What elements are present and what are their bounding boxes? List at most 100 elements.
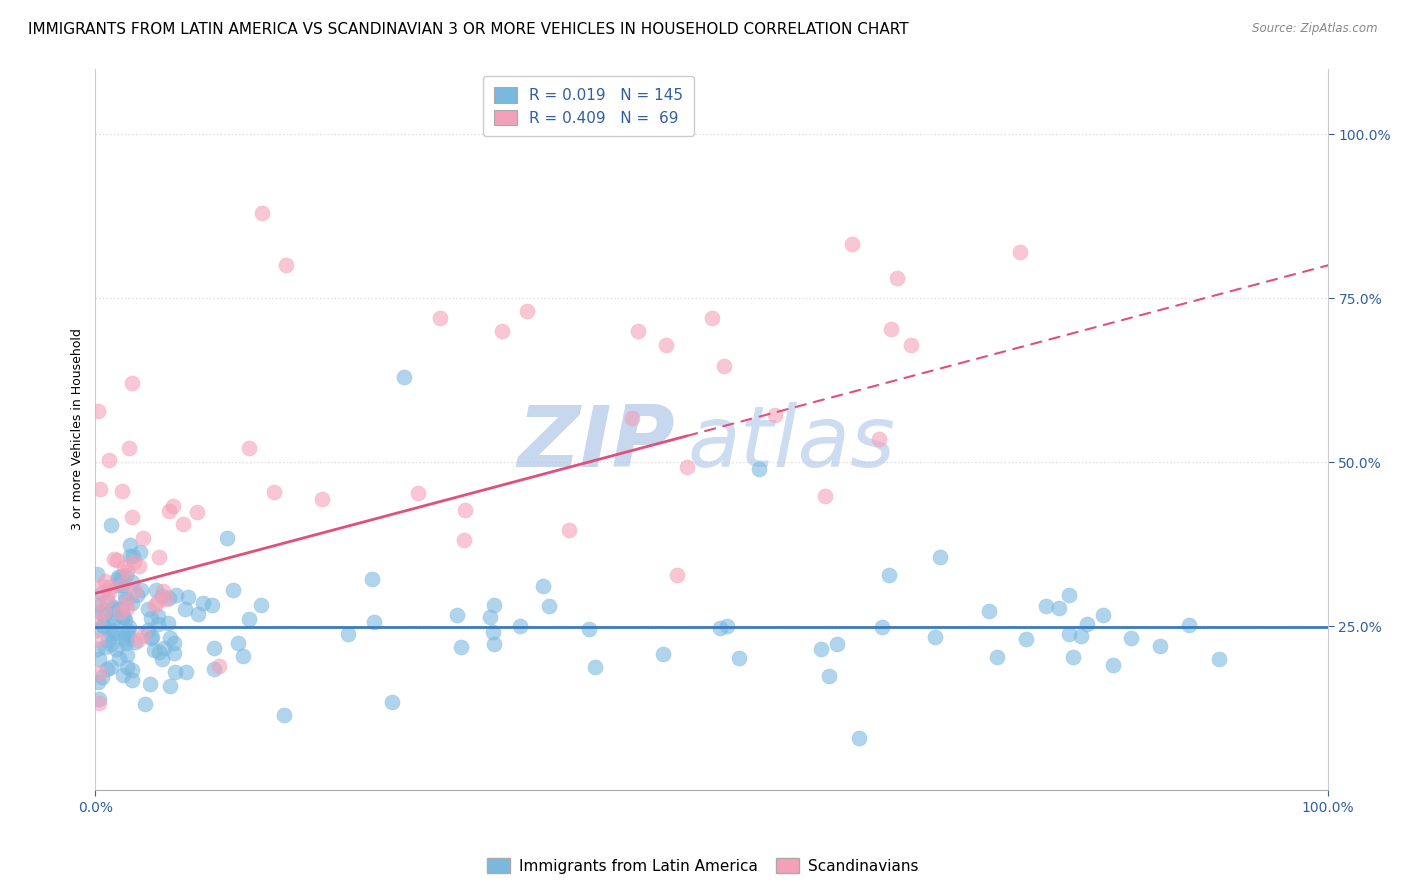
Point <box>621 411 644 425</box>
Point <box>121 510 143 524</box>
Point <box>868 432 890 446</box>
Point <box>877 567 900 582</box>
Point <box>145 583 167 598</box>
Point <box>89 482 111 496</box>
Point <box>87 652 110 666</box>
Text: atlas: atlas <box>688 402 896 485</box>
Point <box>122 555 145 569</box>
Point <box>924 630 946 644</box>
Point <box>152 641 174 656</box>
Point <box>238 442 260 456</box>
Point <box>110 578 132 592</box>
Point <box>163 646 186 660</box>
Point <box>107 572 129 586</box>
Point <box>558 523 581 537</box>
Point <box>1119 631 1142 645</box>
Point <box>132 628 155 642</box>
Point <box>392 369 415 384</box>
Point <box>87 595 110 609</box>
Point <box>122 549 145 563</box>
Point <box>121 663 143 677</box>
Point <box>87 599 110 613</box>
Point <box>273 707 295 722</box>
Point <box>143 643 166 657</box>
Point <box>157 504 180 518</box>
Point <box>249 599 271 613</box>
Point <box>716 618 738 632</box>
Point <box>115 564 138 578</box>
Point <box>114 613 136 627</box>
Point <box>174 665 197 679</box>
Point <box>91 617 114 632</box>
Point <box>187 607 209 621</box>
Point <box>100 637 122 651</box>
Point <box>174 602 197 616</box>
Point <box>337 627 360 641</box>
Point <box>100 660 122 674</box>
Point <box>86 624 108 638</box>
Point <box>96 593 118 607</box>
Point <box>117 624 139 638</box>
Point <box>177 590 200 604</box>
Point <box>163 665 186 680</box>
Point <box>96 662 118 676</box>
Point <box>880 322 903 336</box>
Point <box>104 626 127 640</box>
Point <box>1091 607 1114 622</box>
Point <box>121 376 143 391</box>
Point <box>148 594 170 608</box>
Point <box>583 659 606 673</box>
Point <box>454 502 477 516</box>
Point <box>429 310 451 325</box>
Point <box>91 579 114 593</box>
Point <box>87 696 110 710</box>
Point <box>97 453 120 467</box>
Point <box>97 633 120 648</box>
Point <box>484 637 506 651</box>
Point <box>652 647 675 661</box>
Y-axis label: 3 or more Vehicles in Household: 3 or more Vehicles in Household <box>72 328 84 530</box>
Point <box>112 577 135 591</box>
Point <box>132 531 155 545</box>
Point <box>202 662 225 676</box>
Point <box>128 544 150 558</box>
Point <box>1076 617 1098 632</box>
Point <box>139 631 162 645</box>
Point <box>115 626 138 640</box>
Point <box>886 271 908 285</box>
Point <box>163 636 186 650</box>
Point <box>1035 599 1057 614</box>
Point <box>118 538 141 552</box>
Point <box>114 631 136 645</box>
Point <box>111 569 134 583</box>
Point <box>148 549 170 564</box>
Point <box>406 486 429 500</box>
Point <box>124 635 146 649</box>
Point <box>1062 650 1084 665</box>
Point <box>121 673 143 687</box>
Point <box>127 632 149 647</box>
Point <box>108 605 131 619</box>
Point <box>141 630 163 644</box>
Point <box>112 560 135 574</box>
Point <box>250 206 273 220</box>
Point <box>96 592 118 607</box>
Text: IMMIGRANTS FROM LATIN AMERICA VS SCANDINAVIAN 3 OR MORE VEHICLES IN HOUSEHOLD CO: IMMIGRANTS FROM LATIN AMERICA VS SCANDIN… <box>28 22 908 37</box>
Point <box>121 595 143 609</box>
Point <box>825 637 848 651</box>
Point <box>89 605 111 619</box>
Point <box>666 568 689 582</box>
Text: ZIP: ZIP <box>517 402 675 485</box>
Point <box>103 599 125 614</box>
Point <box>202 640 225 655</box>
Point <box>141 610 163 624</box>
Point <box>128 559 150 574</box>
Point <box>810 642 832 657</box>
Point <box>87 404 110 418</box>
Point <box>977 604 1000 618</box>
Point <box>728 651 751 665</box>
Point <box>263 484 285 499</box>
Point <box>93 605 115 619</box>
Point <box>450 640 472 654</box>
Point <box>134 698 156 712</box>
